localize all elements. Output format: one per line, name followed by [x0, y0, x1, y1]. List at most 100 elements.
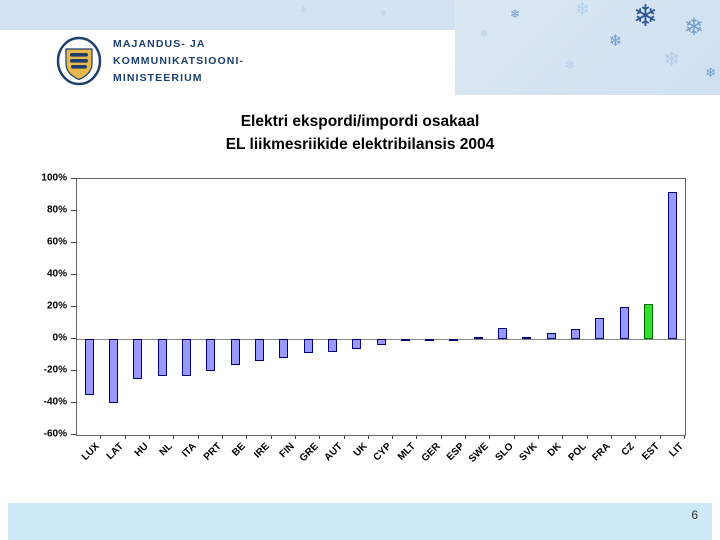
y-tick-mark: [71, 402, 76, 403]
x-category-label: LIT: [667, 441, 686, 460]
x-category-label: DK: [546, 441, 565, 459]
bar-uk: [352, 339, 362, 349]
bar-dk: [546, 332, 556, 339]
y-tick-label: 80%: [46, 204, 67, 216]
x-tick-mark: [294, 436, 296, 439]
bar-aut: [327, 339, 337, 352]
slide-title: Elektri ekspordi/impordi osakaal EL liik…: [0, 110, 720, 157]
ministry-logo-block: MAJANDUS- JA KOMMUNIKATSIOONI- MINISTEER…: [56, 36, 244, 86]
estonia-coat-of-arms-icon: [56, 36, 102, 86]
bar-cz: [619, 307, 629, 339]
y-tick-label: 40%: [46, 268, 67, 280]
x-tick-mark: [100, 436, 102, 439]
x-category-label: UK: [351, 441, 370, 459]
snowflake-icon: ❄: [509, 7, 520, 21]
x-tick-mark: [586, 436, 588, 439]
x-tick-mark: [611, 436, 613, 439]
bar-gre: [303, 339, 313, 354]
bar-swe: [473, 337, 483, 339]
snowflake-icon: ❄: [632, 0, 658, 33]
x-tick-mark: [659, 436, 661, 439]
y-tick-label: 20%: [46, 300, 67, 312]
x-category-label: GRE: [297, 441, 321, 465]
bar-fin: [279, 339, 289, 359]
chart-plot: [76, 178, 686, 436]
bar-ita: [181, 339, 191, 376]
x-tick-mark: [148, 436, 150, 439]
snowflake-decoration: ❄ ❄ ❄ ❄ ❄ ❄ ❄ ❄ ❄: [455, 0, 720, 95]
bar-esp: [449, 339, 459, 341]
bar-ger: [425, 339, 435, 341]
x-category-label: FRA: [590, 441, 613, 464]
snowflake-icon: ❄: [663, 49, 680, 71]
x-tick-mark: [246, 436, 248, 439]
bar-hu: [133, 339, 143, 379]
ministry-name-line2: KOMMUNIKATSIOONI-: [113, 54, 245, 67]
x-category-label: SLO: [493, 441, 516, 464]
x-category-label: NL: [157, 441, 175, 459]
x-category-label: HU: [132, 441, 151, 459]
x-axis-labels: LUX LAT HU NL ITA PRT BE IRE FIN GRE AUT UK CYP MLT GE…: [76, 436, 686, 478]
export-import-bar-chart: 100% 80% 60% 40% 20% 0% -20% -40% -60% LUX LAT HU N…: [30, 173, 690, 478]
x-tick-mark: [513, 436, 515, 439]
x-category-label: POL: [566, 441, 589, 464]
x-tick-mark: [440, 436, 442, 439]
snowflake-icon: ❄: [705, 65, 716, 80]
bar-lux: [84, 339, 94, 395]
x-category-label: MLT: [396, 441, 419, 463]
ministry-name-line1: MAJANDUS- JA: [113, 38, 206, 50]
snowflake-icon: ❄: [564, 57, 575, 72]
y-axis: 100% 80% 60% 40% 20% 0% -20% -40% -60%: [30, 173, 76, 440]
y-tick-mark: [71, 210, 76, 211]
x-category-label: AUT: [322, 441, 346, 464]
y-tick-label: 0%: [52, 332, 67, 344]
bar-fra: [595, 318, 605, 339]
y-tick-mark: [71, 242, 76, 243]
y-tick-label: -40%: [43, 396, 67, 408]
y-tick-mark: [71, 178, 76, 179]
x-category-label: LUX: [80, 441, 102, 463]
x-category-label: PRT: [201, 441, 224, 463]
x-tick-mark: [270, 436, 272, 439]
snowflake-icon: ❄: [683, 14, 704, 41]
slide-title-line1: Elektri ekspordi/impordi osakaal: [240, 113, 480, 130]
bar-cyp: [376, 339, 386, 346]
x-tick-mark: [562, 436, 564, 439]
snowflake-icon: ❄: [380, 9, 387, 18]
bar-prt: [206, 339, 216, 371]
x-tick-mark: [124, 436, 126, 439]
y-tick-mark: [71, 338, 76, 339]
x-category-label: CYP: [371, 441, 394, 464]
x-tick-mark: [319, 436, 321, 439]
slide-title-line2: EL liikmesriikide elektribilansis 2004: [225, 136, 495, 154]
bar-lit: [668, 191, 678, 339]
x-category-label: IRE: [252, 441, 273, 461]
x-category-label: EST: [639, 441, 662, 463]
x-category-label: BE: [230, 441, 248, 459]
bar-mlt: [400, 339, 410, 341]
slide-header: ❄ ❄ ❄ ❄ ❄ ❄ ❄ ❄ ❄ ❄ ❄ MAJANDUS- JA KOMMU…: [0, 0, 720, 95]
x-tick-mark: [635, 436, 637, 439]
bar-ire: [254, 339, 264, 362]
y-tick-label: 100%: [41, 172, 67, 184]
page-number: 6: [691, 508, 698, 522]
y-tick-label: -20%: [43, 364, 67, 376]
snowflake-icon: ❄: [608, 33, 622, 50]
y-tick-mark: [71, 434, 76, 435]
bar-be: [230, 339, 240, 365]
x-tick-mark: [489, 436, 491, 439]
ministry-name: MAJANDUS- JA KOMMUNIKATSIOONI- MINISTEER…: [113, 36, 244, 86]
bar-slo: [498, 327, 508, 339]
y-tick-mark: [71, 306, 76, 307]
x-category-label: ITA: [180, 441, 200, 460]
y-tick-mark: [71, 274, 76, 275]
footer-band: 6: [8, 503, 712, 540]
snowflake-icon: ❄: [479, 29, 488, 40]
x-tick-mark: [392, 436, 394, 439]
x-category-label: FIN: [277, 441, 297, 461]
x-tick-mark: [367, 436, 369, 439]
x-tick-mark: [684, 436, 685, 439]
x-tick-mark: [197, 436, 199, 439]
x-category-label: ESP: [444, 441, 467, 463]
